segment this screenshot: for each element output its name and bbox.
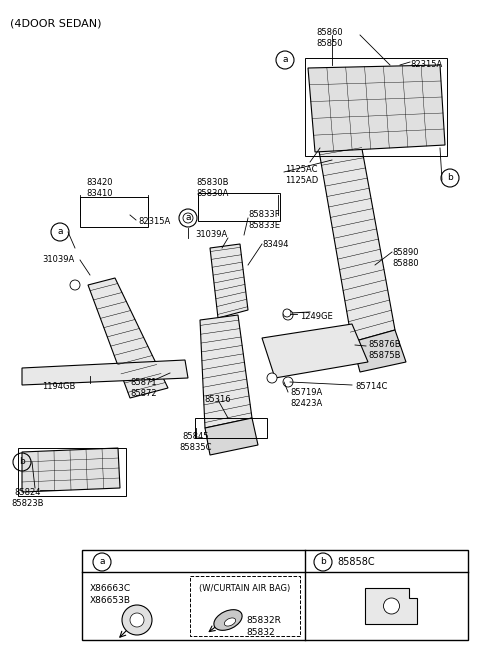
- Text: 85714C: 85714C: [355, 382, 387, 391]
- Text: 85876B
85875B: 85876B 85875B: [368, 340, 401, 360]
- Ellipse shape: [224, 618, 236, 626]
- Circle shape: [183, 213, 193, 223]
- Text: a: a: [185, 213, 191, 222]
- Polygon shape: [308, 65, 445, 152]
- Text: 85719A
82423A: 85719A 82423A: [290, 388, 322, 408]
- Circle shape: [267, 373, 277, 383]
- Text: X86663C: X86663C: [90, 584, 131, 593]
- Text: 85845
85835C: 85845 85835C: [180, 432, 212, 452]
- Text: 85316: 85316: [204, 395, 231, 404]
- Circle shape: [70, 280, 80, 290]
- Circle shape: [384, 598, 399, 614]
- Text: 85833F
85833E: 85833F 85833E: [248, 210, 280, 230]
- Text: 1194GB: 1194GB: [42, 382, 75, 391]
- Text: 85858C: 85858C: [337, 557, 374, 567]
- Polygon shape: [352, 330, 406, 372]
- Circle shape: [122, 605, 152, 635]
- Text: 85832R: 85832R: [246, 616, 281, 625]
- Text: b: b: [19, 457, 25, 466]
- Text: (W/CURTAIN AIR BAG): (W/CURTAIN AIR BAG): [199, 584, 290, 593]
- Text: 31039A: 31039A: [42, 255, 74, 264]
- Text: 85871
85872: 85871 85872: [130, 378, 156, 398]
- Polygon shape: [318, 138, 395, 342]
- Text: a: a: [99, 558, 105, 567]
- Polygon shape: [22, 360, 188, 385]
- Text: b: b: [320, 558, 326, 567]
- Circle shape: [283, 377, 293, 387]
- Text: a: a: [282, 56, 288, 64]
- Polygon shape: [205, 418, 258, 455]
- Text: 85832: 85832: [246, 628, 275, 637]
- Text: 85890
85880: 85890 85880: [392, 248, 419, 268]
- Ellipse shape: [214, 609, 242, 630]
- Text: (4DOOR SEDAN): (4DOOR SEDAN): [10, 18, 101, 28]
- Text: b: b: [447, 173, 453, 182]
- Text: 85824
85823B: 85824 85823B: [12, 488, 44, 508]
- Text: X86653B: X86653B: [90, 596, 131, 605]
- Polygon shape: [88, 278, 168, 398]
- Circle shape: [283, 310, 293, 320]
- Text: 31039A: 31039A: [195, 230, 227, 239]
- Polygon shape: [22, 448, 120, 492]
- Text: 1249GE: 1249GE: [300, 312, 333, 321]
- Text: 85860
85850: 85860 85850: [317, 28, 343, 48]
- Text: 1125AC
1125AD: 1125AC 1125AD: [285, 165, 318, 185]
- Circle shape: [283, 309, 291, 317]
- Polygon shape: [210, 244, 248, 318]
- Text: 82315A: 82315A: [410, 60, 442, 69]
- Text: 83494: 83494: [262, 240, 288, 249]
- Polygon shape: [262, 324, 368, 378]
- Text: 85830B
85830A: 85830B 85830A: [196, 178, 228, 198]
- Polygon shape: [364, 588, 417, 624]
- Polygon shape: [200, 315, 252, 428]
- Text: 82315A: 82315A: [138, 217, 170, 226]
- Text: 83420
83410: 83420 83410: [87, 178, 113, 198]
- Circle shape: [130, 613, 144, 627]
- Text: a: a: [57, 228, 63, 237]
